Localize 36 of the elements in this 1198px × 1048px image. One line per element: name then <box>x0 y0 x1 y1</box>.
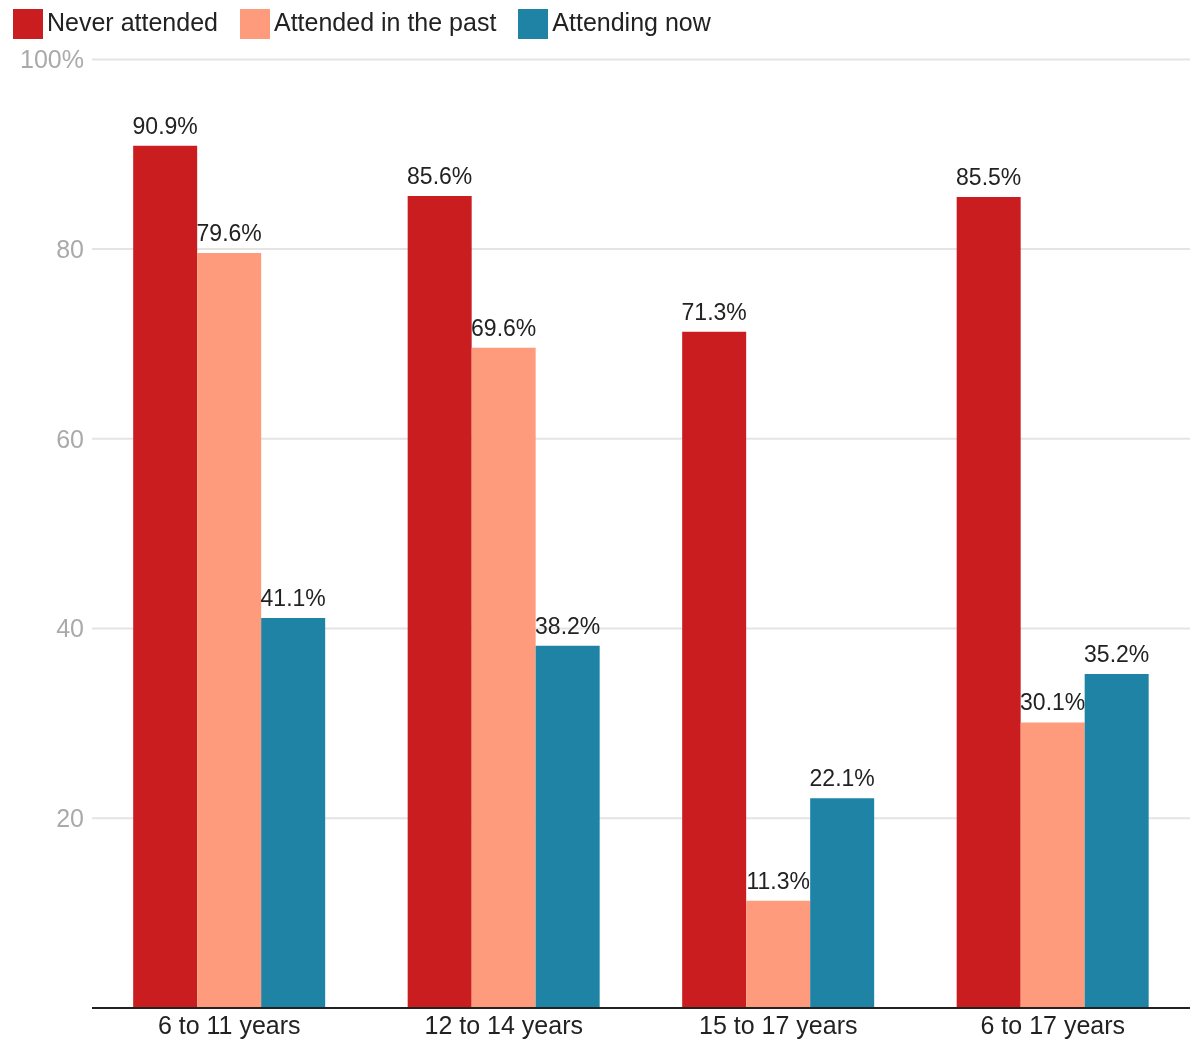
bar <box>810 798 875 1008</box>
data-label: 22.1% <box>809 765 875 792</box>
data-label: 85.6% <box>407 162 473 189</box>
bar <box>197 252 262 1008</box>
bar <box>471 347 536 1008</box>
y-tick-label: 40 <box>56 614 84 643</box>
data-label: 41.1% <box>260 585 326 612</box>
data-label: 71.3% <box>681 298 747 325</box>
data-label: 79.6% <box>196 219 262 246</box>
data-label: 69.6% <box>471 314 537 341</box>
legend-label: Never attended <box>47 8 218 36</box>
bar <box>1020 722 1085 1008</box>
x-tick-label: 12 to 14 years <box>424 1010 583 1039</box>
y-tick-label: 80 <box>56 234 84 263</box>
bar <box>746 900 811 1008</box>
legend-label: Attended in the past <box>273 8 497 36</box>
data-label: 85.5% <box>956 163 1022 190</box>
bar <box>407 195 472 1008</box>
data-label: 30.1% <box>1020 689 1086 716</box>
bar <box>956 196 1021 1008</box>
x-tick-label: 15 to 17 years <box>699 1010 858 1039</box>
bar <box>1084 674 1149 1008</box>
data-label: 38.2% <box>535 612 601 639</box>
data-label: 11.3% <box>746 867 810 894</box>
bar <box>682 331 747 1008</box>
y-tick-label: 60 <box>56 424 84 453</box>
y-tick-label: 100% <box>20 45 84 74</box>
x-tick-label: 6 to 11 years <box>157 1010 301 1039</box>
bar <box>133 145 198 1008</box>
legend-label: Attending now <box>552 8 711 36</box>
bar <box>535 645 600 1008</box>
y-tick-label: 20 <box>56 804 84 833</box>
data-label: 90.9% <box>132 112 198 139</box>
x-tick-label: 6 to 17 years <box>980 1010 1126 1039</box>
bar <box>261 618 326 1008</box>
data-label: 35.2% <box>1084 641 1150 668</box>
